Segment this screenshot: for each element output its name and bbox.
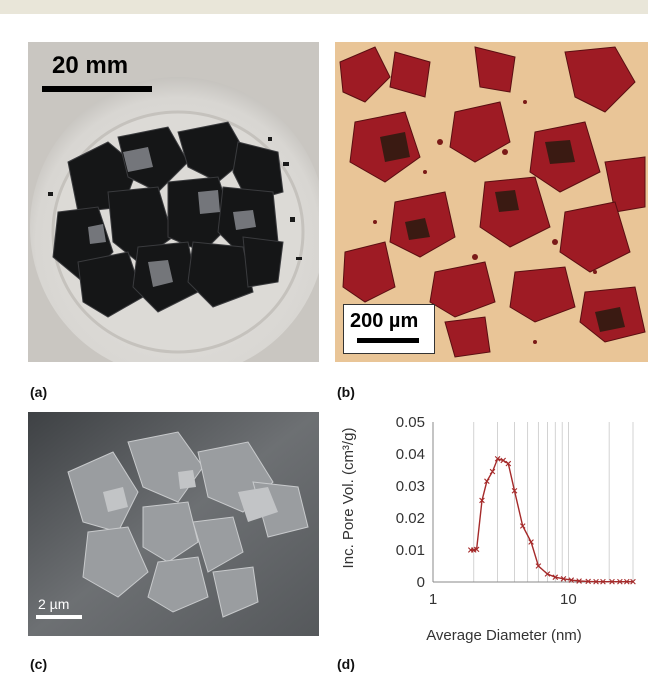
photo-panel-c: 2 µm <box>28 412 319 636</box>
data-point <box>473 546 480 553</box>
data-point <box>600 578 606 585</box>
y-axis-title: Inc. Pore Vol. (cm³/g) <box>340 428 357 569</box>
scale-bar-label: 20 mm <box>52 52 129 79</box>
y-tick-label: 0 <box>417 574 425 591</box>
data-point <box>519 523 526 529</box>
scale-bar-box <box>343 304 435 354</box>
series-markers <box>467 456 636 585</box>
pore-volume-chart: 0 0.01 0.02 0.03 0.04 0.05 1 10 Average Diamet… <box>340 414 636 644</box>
data-point <box>630 578 636 585</box>
data-point <box>479 497 485 504</box>
scale-bar-label: 2 µm <box>38 596 70 612</box>
top-bar <box>0 0 648 14</box>
panel-label-b: (b) <box>337 384 355 400</box>
y-tick-labels: 0 0.01 0.02 0.03 0.04 0.05 <box>396 414 425 591</box>
data-point <box>624 578 630 585</box>
series-line <box>470 457 633 583</box>
x-tick-label: 1 <box>429 591 437 608</box>
data-point <box>535 563 542 569</box>
data-point <box>511 488 518 494</box>
data-point <box>560 576 567 582</box>
panel-label-d: (d) <box>337 656 355 672</box>
data-point <box>609 578 615 585</box>
scale-bar-line <box>357 338 419 343</box>
data-point <box>484 478 490 484</box>
data-point <box>489 468 496 475</box>
chart-axes <box>432 422 633 583</box>
panel-label-c: (c) <box>30 656 48 672</box>
data-point <box>568 577 575 583</box>
data-point <box>585 578 591 585</box>
sem-photo <box>28 412 319 636</box>
x-axis-title: Average Diameter (nm) <box>426 627 582 644</box>
data-point <box>544 571 551 577</box>
y-tick-label: 0.01 <box>396 542 425 559</box>
data-point <box>494 456 501 462</box>
y-tick-label: 0.05 <box>396 414 425 431</box>
x-tick-labels: 1 10 <box>429 591 577 608</box>
photo-panel-a: 20 mm <box>28 42 319 362</box>
chart-gridlines <box>473 422 634 582</box>
photo-panel-b: 200 µm <box>335 42 648 362</box>
y-tick-label: 0.04 <box>396 446 425 463</box>
data-point <box>617 578 623 585</box>
data-point <box>552 574 559 580</box>
scale-bar-line <box>42 86 152 92</box>
panel-label-a: (a) <box>30 384 48 400</box>
data-point <box>505 460 512 467</box>
data-point <box>593 578 599 585</box>
petri-dish-photo <box>28 42 319 362</box>
data-point <box>528 539 534 545</box>
x-tick-label: 10 <box>560 591 577 608</box>
data-point <box>576 578 582 584</box>
y-tick-label: 0.02 <box>396 510 425 527</box>
scale-bar-line <box>36 615 82 619</box>
data-point <box>500 457 506 464</box>
y-tick-label: 0.03 <box>396 478 425 495</box>
scale-bar-label: 200 µm <box>350 310 419 332</box>
